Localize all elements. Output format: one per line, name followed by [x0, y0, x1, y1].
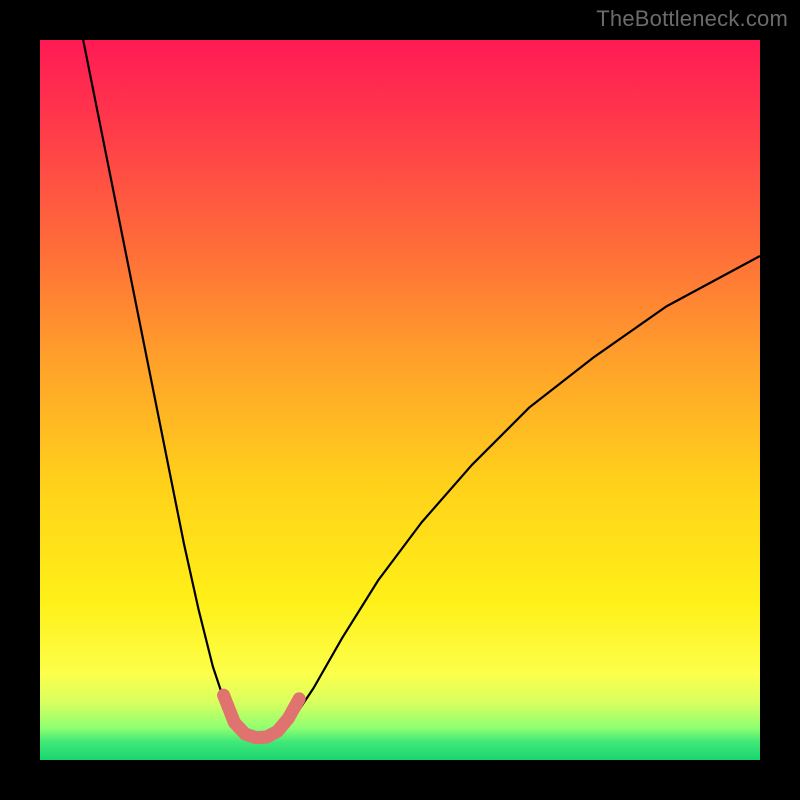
plot-svg	[40, 40, 760, 760]
watermark-text: TheBottleneck.com	[596, 6, 788, 32]
chart-frame: TheBottleneck.com	[0, 0, 800, 800]
plot-background	[40, 40, 760, 760]
plot-area	[40, 40, 760, 760]
